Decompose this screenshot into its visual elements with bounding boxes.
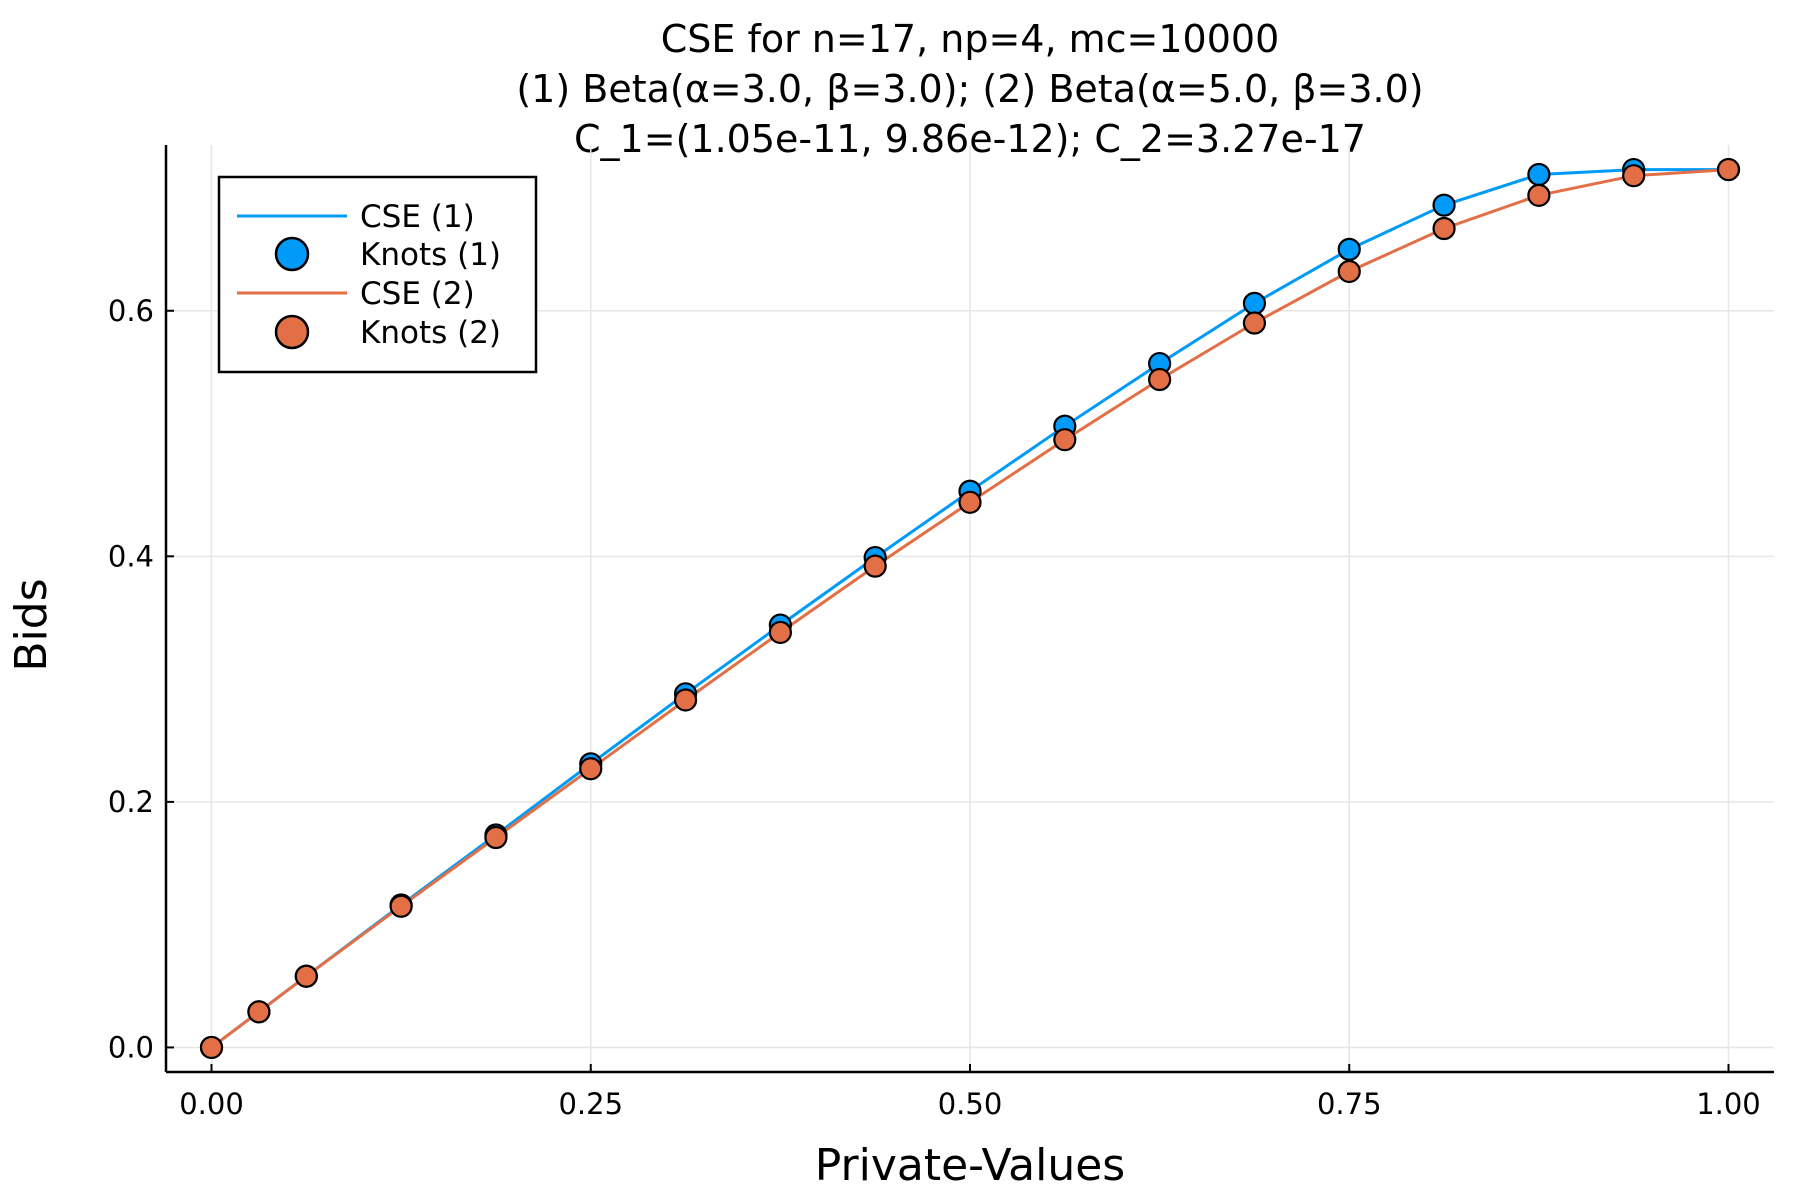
x-axis-label: Private-Values [815, 1140, 1125, 1191]
knot-point-2 [863, 554, 887, 578]
series-line-2 [210, 168, 1729, 1049]
title-line-2: (1) Beta(α=3.0, β=3.0); (2) Beta(α=5.0, … [516, 67, 1423, 111]
title-line-1: CSE for n=17, np=4, mc=10000 [661, 17, 1280, 61]
knot-point-1 [1432, 193, 1456, 217]
knot-point-2 [1716, 157, 1741, 182]
x-tick-label: 1.00 [1696, 1087, 1761, 1121]
knot-point-2 [768, 620, 792, 645]
knot-point-2 [1527, 183, 1551, 207]
legend-label-cse-2: CSE (2) [360, 276, 475, 312]
knot-point-2 [389, 894, 413, 918]
chart-title: CSE for n=17, np=4, mc=10000 (1) Beta(α=… [516, 17, 1423, 161]
knot-point-2 [673, 688, 698, 712]
y-tick-label: 0.0 [108, 1030, 154, 1064]
knot-point-2 [484, 825, 508, 850]
y-tick-label: 0.4 [108, 539, 154, 573]
knot-point-2 [1432, 216, 1456, 241]
knot-point-2 [1242, 311, 1267, 335]
legend-box [217, 175, 538, 374]
y-tick-label: 0.6 [108, 294, 154, 328]
knot-point-1 [1242, 291, 1267, 315]
knot-point-2 [958, 490, 982, 514]
knot-point-2 [1337, 259, 1361, 284]
legend-label-cse-1: CSE (1) [360, 199, 475, 235]
knot-point-2 [247, 1000, 271, 1024]
legend-label-knots-2: Knots (2) [360, 315, 501, 351]
knot-point-2 [1053, 428, 1077, 452]
knot-point-2 [1148, 367, 1172, 392]
axis-ticks: 0.00 0.25 0.50 0.75 1.00 0.0 0.2 0.4 0.6 [108, 294, 1761, 1121]
x-tick-label: 0.00 [179, 1087, 244, 1121]
legend-marker-knots-1 [274, 236, 310, 272]
knot-point-1 [1337, 237, 1361, 261]
x-tick-label: 0.75 [1317, 1087, 1382, 1121]
y-tick-label: 0.2 [108, 785, 154, 819]
knot-point-2 [579, 757, 603, 781]
x-tick-label: 0.50 [938, 1087, 1003, 1121]
knot-point-2 [199, 1035, 224, 1060]
knot-point-2 [294, 964, 318, 988]
plot-series [199, 157, 1741, 1060]
legend-marker-knots-2 [274, 314, 310, 350]
knot-point-2 [1622, 164, 1646, 188]
x-tick-label: 0.25 [558, 1087, 623, 1121]
legend-label-knots-1: Knots (1) [360, 237, 501, 273]
knot-point-1 [1527, 162, 1551, 187]
legend: CSE (1) Knots (1) CSE (2) Knots (2) [217, 175, 538, 374]
y-axis-label: Bids [6, 578, 57, 671]
